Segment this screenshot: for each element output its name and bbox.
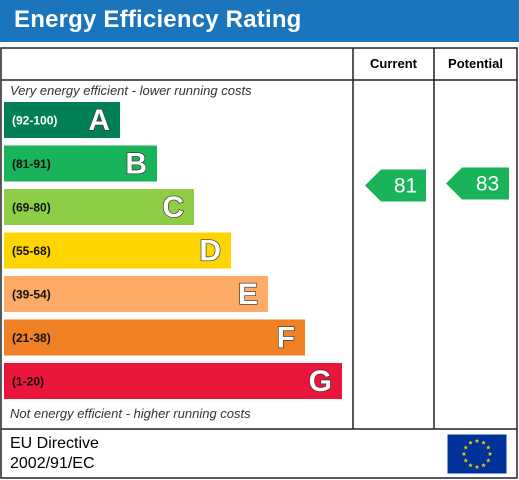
band-b-letter: B [125,148,147,181]
band-g-bar [4,363,342,399]
eu-flag-star [474,464,480,469]
eu-flag-star [468,440,473,445]
band-g-range: (1-20) [12,375,44,389]
eu-flag-star [481,440,486,445]
eu-flag-star [468,462,473,468]
rating-arrows: 81 83 [365,167,509,202]
band-a-letter: A [88,104,110,137]
band-e-letter: E [238,278,258,311]
eu-flag-star [481,462,486,468]
band-g-letter: G [309,365,332,398]
band-e-range: (39-54) [12,288,51,302]
band-f-bar [4,319,305,356]
current-column-header: Current [370,56,417,71]
band-d-letter: D [199,235,221,268]
eu-flag-star [485,445,491,450]
top-caption: Very energy efficient - lower running co… [10,83,252,98]
potential-rating-value: 83 [476,173,499,196]
eu-flag-icon [446,433,508,475]
band-a-range: (92-100) [12,114,57,128]
chart-title: Energy Efficiency Rating [14,6,302,33]
potential-column-header: Potential [448,56,503,71]
chart-frame [0,47,518,479]
eu-flag-star [485,458,491,463]
band-d-bar [4,232,231,269]
band-b-range: (81-91) [12,157,51,171]
potential-rating-arrow [446,167,509,200]
band-f-range: (21-38) [12,331,51,345]
band-d-range: (55-68) [12,244,51,258]
rating-bands: (92-100) A (81-91) B (69-80) C (55-68) D (39-54)… [4,102,342,399]
current-rating-arrow [365,169,426,202]
eu-flag-star [463,458,469,463]
eu-directive-label: EU Directive [10,435,99,452]
eu-flag-star [474,438,480,443]
current-rating-value: 81 [394,175,417,198]
bottom-caption: Not energy efficient - higher running co… [10,406,251,421]
eu-directive-number: 2002/91/EC [10,455,95,472]
band-f-letter: F [277,322,295,355]
band-c-letter: C [162,191,184,224]
band-e-bar [4,276,268,312]
band-c-bar [4,189,194,225]
band-c-range: (69-80) [12,201,51,215]
eu-flag-star [461,451,467,456]
band-b-bar [4,145,157,182]
eu-flag-star [463,445,469,450]
band-a-bar [4,102,120,138]
eu-flag-star [487,451,493,456]
title-bar: Energy Efficiency Rating [0,0,519,42]
